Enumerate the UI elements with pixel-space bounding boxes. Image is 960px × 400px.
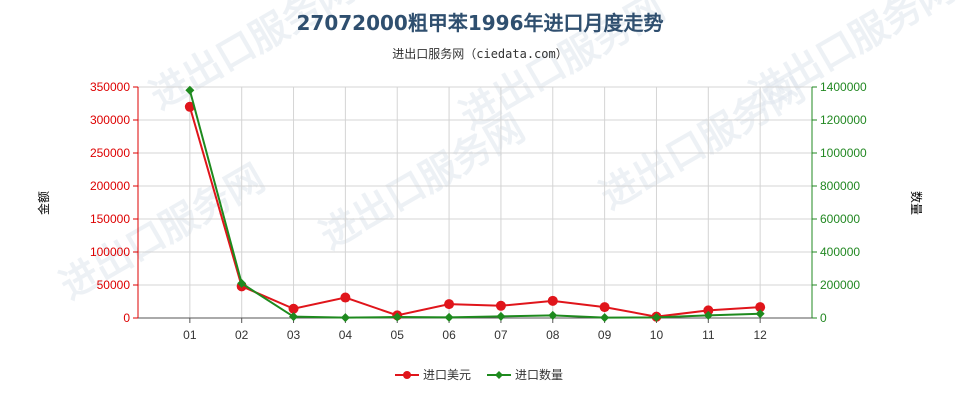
- data-point: [548, 310, 558, 320]
- right-axis-label: 数量: [909, 191, 924, 215]
- data-point: [547, 295, 558, 306]
- left-tick-label: 350000: [90, 80, 130, 94]
- right-tick-label: 1000000: [820, 146, 867, 160]
- data-point: [703, 310, 713, 320]
- left-tick-label: 150000: [90, 212, 130, 226]
- x-tick-label: 05: [391, 328, 405, 342]
- chart-title: 27072000粗甲苯1996年进口月度走势: [297, 11, 664, 35]
- x-tick-label: 11: [702, 328, 715, 342]
- data-point: [288, 303, 299, 314]
- data-point: [185, 85, 195, 95]
- data-point: [651, 312, 661, 322]
- watermark-text: 进出口服务网: [743, 0, 960, 118]
- right-tick-label: 0: [820, 311, 827, 325]
- left-tick-label: 50000: [97, 278, 131, 292]
- right-axis-ticks: 0 200000 400000 600000 800000 1000000 1200000 1…: [812, 80, 867, 325]
- x-tick-label: 03: [287, 328, 301, 342]
- right-tick-label: 1200000: [820, 113, 867, 127]
- legend-swatch-marker: [495, 371, 503, 379]
- legend-label: 进口数量: [515, 367, 563, 382]
- x-tick-label: 04: [339, 328, 353, 342]
- right-tick-label: 800000: [820, 179, 860, 193]
- chart-subtitle: 进出口服务网（ciedata.com）: [392, 46, 567, 61]
- series-layer: [184, 85, 766, 323]
- data-point: [444, 299, 455, 310]
- legend: 进口美元 进口数量: [395, 367, 563, 382]
- left-axis-ticks: 0 50000 100000 150000 200000 250000 300000 3500…: [90, 80, 138, 325]
- left-tick-label: 250000: [90, 146, 130, 160]
- data-point: [237, 278, 247, 288]
- left-tick-label: 0: [123, 311, 130, 325]
- series-line: [188, 106, 761, 318]
- right-tick-label: 600000: [820, 212, 860, 226]
- data-point: [340, 313, 350, 323]
- data-point: [755, 309, 765, 319]
- right-tick-label: 200000: [820, 278, 860, 292]
- data-point: [444, 312, 454, 322]
- data-point: [599, 302, 610, 313]
- axes: [137, 87, 813, 319]
- left-tick-label: 100000: [90, 245, 130, 259]
- legend-label: 进口美元: [423, 368, 471, 382]
- x-tick-label: 08: [546, 328, 560, 342]
- left-tick-label: 300000: [90, 113, 130, 127]
- x-tick-label: 09: [598, 328, 612, 342]
- data-point: [496, 311, 506, 321]
- data-point: [703, 305, 714, 316]
- x-tick-label: 10: [650, 328, 664, 342]
- left-axis-label: 金额: [36, 191, 51, 215]
- data-point: [184, 101, 195, 112]
- legend-swatch-marker: [403, 371, 411, 379]
- x-tick-label: 02: [235, 328, 249, 342]
- data-point: [340, 292, 351, 303]
- x-tick-label: 01: [183, 328, 197, 342]
- data-point: [600, 313, 610, 323]
- x-tick-label: 06: [442, 328, 456, 342]
- x-tick-label: 12: [753, 328, 767, 342]
- data-point: [495, 300, 506, 311]
- series-line: [188, 90, 761, 319]
- data-point: [755, 302, 766, 313]
- right-tick-label: 400000: [820, 245, 860, 259]
- legend-item: 进口数量: [487, 367, 563, 382]
- legend-item: 进口美元: [395, 368, 471, 382]
- x-axis-ticks: 01 02 03 04 05 06 07 08 09 10 11 12: [183, 318, 767, 342]
- left-tick-label: 200000: [90, 179, 130, 193]
- data-point: [289, 312, 299, 322]
- data-point: [392, 312, 402, 322]
- x-tick-label: 07: [494, 328, 508, 342]
- series-2: [185, 85, 765, 323]
- right-tick-label: 1400000: [820, 80, 867, 94]
